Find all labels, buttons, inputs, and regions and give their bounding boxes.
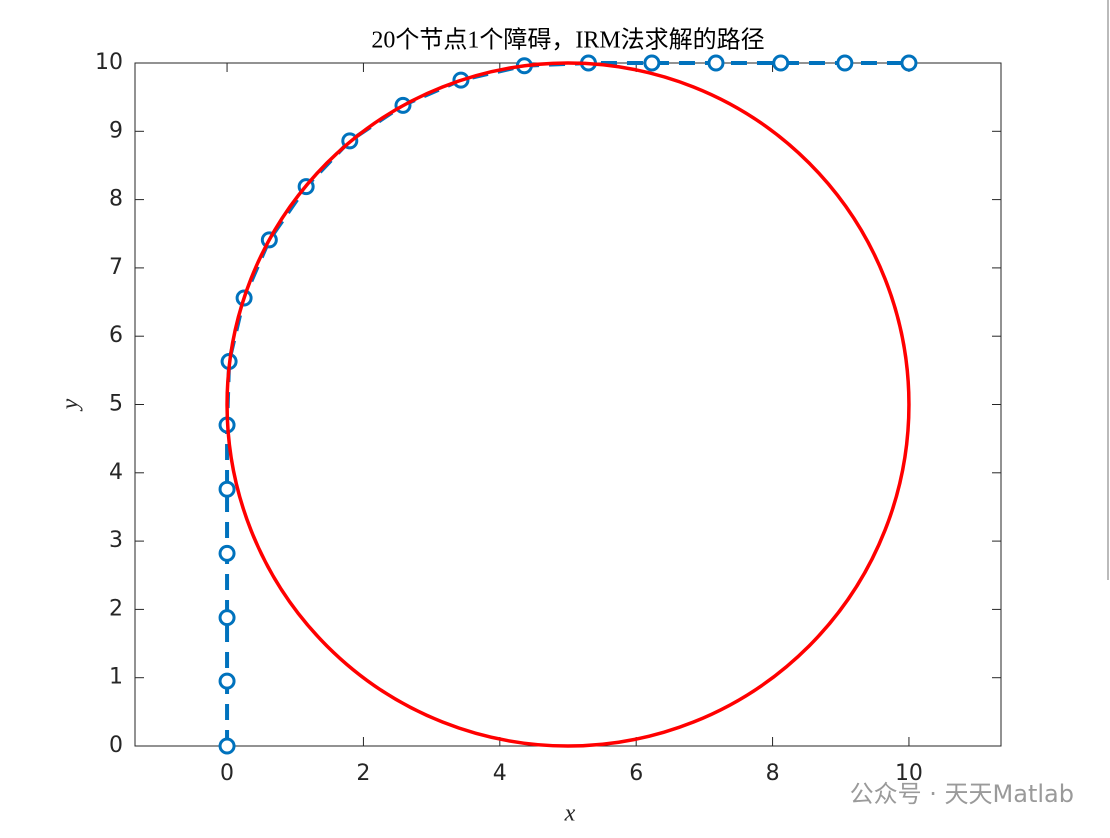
path-node (900, 54, 918, 72)
y-tick-label: 2 (109, 596, 123, 621)
path-node (643, 54, 661, 72)
y-tick-label: 4 (109, 460, 123, 485)
x-tick-label: 8 (766, 761, 780, 786)
path-node (836, 54, 854, 72)
path-node (218, 737, 236, 755)
y-tick-label: 3 (109, 528, 123, 553)
x-tick-label: 4 (493, 761, 507, 786)
y-tick-label: 7 (109, 255, 123, 280)
x-axis-label: x (564, 801, 576, 827)
y-tick-label: 1 (109, 665, 123, 690)
path-node (218, 672, 236, 690)
path-node (218, 480, 236, 498)
y-tick-label: 9 (109, 118, 123, 143)
y-tick-label: 0 (109, 733, 123, 758)
path-node (218, 609, 236, 627)
path-node (707, 54, 725, 72)
y-tick-label: 10 (95, 50, 123, 75)
x-tick-label: 2 (356, 761, 370, 786)
plot-box (134, 62, 1002, 747)
y-axis-label: y (58, 398, 84, 411)
path-node (218, 544, 236, 562)
path-node (772, 54, 790, 72)
x-tick-label: 0 (220, 761, 234, 786)
watermark: 公众号 · 天天Matlab (850, 780, 1074, 808)
obstacle (225, 61, 911, 748)
x-tick-label: 6 (629, 761, 643, 786)
chart-title: 20个节点1个障碍，IRM法求解的路径 (371, 27, 764, 54)
y-tick-label: 6 (109, 323, 123, 348)
y-tick-label: 8 (109, 187, 123, 212)
y-tick-label: 5 (109, 392, 123, 417)
x-tick-label: 10 (895, 761, 923, 786)
